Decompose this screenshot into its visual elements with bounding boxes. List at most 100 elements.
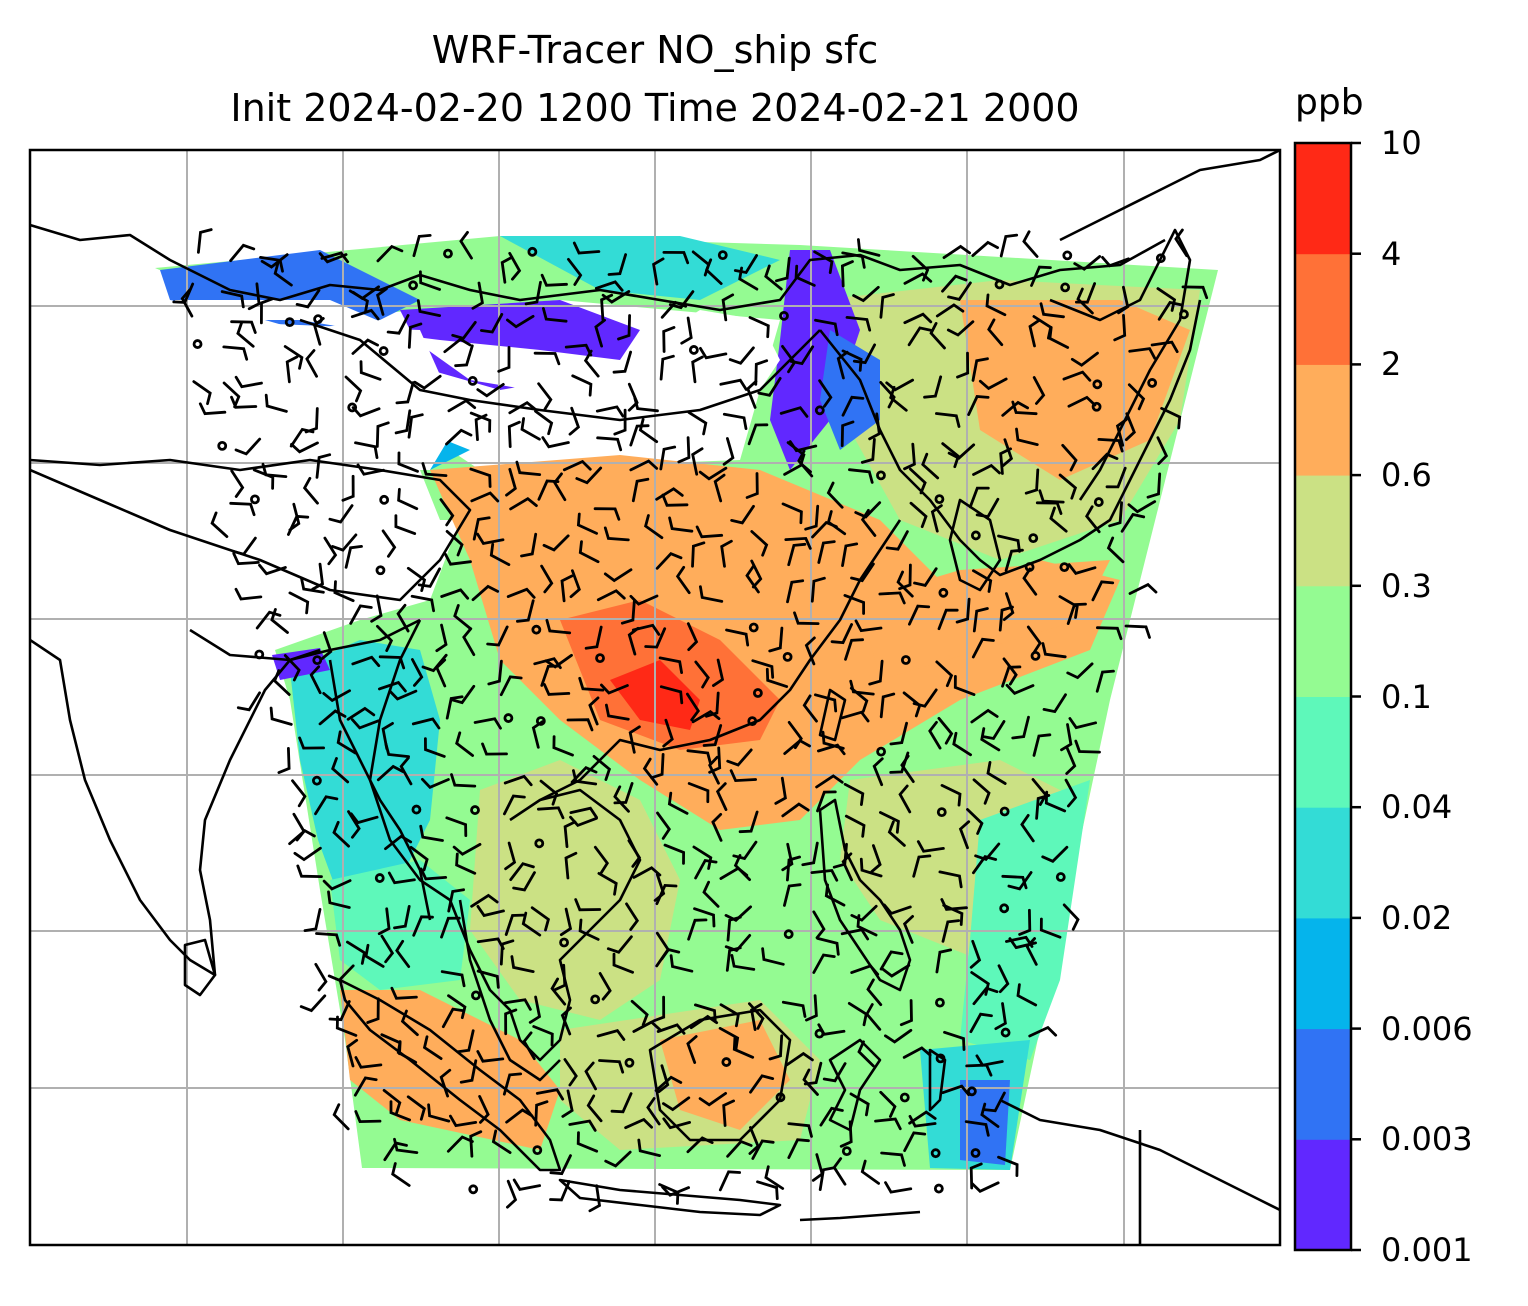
wind-barb — [725, 628, 750, 647]
wind-barb — [943, 1030, 966, 1051]
wind-barb — [290, 441, 319, 454]
wind-barb — [768, 1034, 784, 1061]
wind-barb — [504, 913, 525, 936]
calm-wind-marker — [994, 279, 1005, 290]
wind-barb — [883, 903, 912, 916]
wind-barb — [629, 459, 659, 472]
wind-barb — [1074, 739, 1101, 754]
wind-barb — [1065, 746, 1077, 775]
wind-barb — [512, 1178, 541, 1191]
calm-wind-marker — [1000, 1027, 1011, 1038]
wind-barb — [1085, 505, 1101, 534]
wind-barb — [868, 659, 884, 686]
wind-barb — [1106, 536, 1125, 564]
wind-barb — [452, 843, 482, 856]
wind-barb — [879, 381, 896, 409]
wind-barb — [376, 764, 405, 782]
wind-barb — [852, 285, 880, 303]
wind-barb — [606, 935, 633, 954]
wind-barb — [566, 718, 594, 732]
wind-barb — [480, 313, 504, 334]
wind-barb — [804, 504, 820, 531]
wind-barb — [311, 562, 325, 591]
wind-barb — [972, 463, 1001, 476]
calm-wind-marker — [688, 345, 699, 355]
wind-barb — [354, 441, 379, 459]
wind-barb — [613, 785, 630, 813]
wind-barb — [1113, 314, 1127, 342]
calm-wind-marker — [503, 713, 514, 723]
wind-barb — [378, 680, 407, 693]
wind-barb — [459, 1059, 478, 1084]
wind-barb — [775, 256, 791, 283]
colorbar-tick-label: 0.6 — [1381, 456, 1432, 495]
colorbar-segment — [1295, 475, 1351, 587]
wind-barb — [192, 380, 212, 406]
java — [558, 1178, 782, 1217]
new-guinea-edge-field — [960, 1080, 1010, 1165]
wind-barb — [1001, 665, 1022, 688]
wind-barb — [860, 508, 877, 537]
wind-barb — [757, 377, 782, 397]
wind-barb — [749, 1074, 775, 1094]
wind-barb — [470, 491, 500, 503]
wind-barb — [229, 501, 256, 517]
wind-barb — [786, 855, 801, 882]
wind-barb — [1062, 903, 1080, 931]
wind-barb — [941, 919, 961, 943]
wind-barb — [567, 257, 583, 286]
wind-barb — [938, 870, 963, 889]
wind-barb — [815, 774, 844, 789]
calm-wind-marker — [624, 1057, 635, 1068]
wind-barb — [549, 1180, 571, 1202]
wind-barb — [576, 1131, 599, 1153]
wind-barb — [964, 1120, 990, 1137]
wind-barb — [542, 534, 570, 552]
wind-barb — [661, 1185, 690, 1197]
wind-barb — [738, 810, 759, 834]
wind-barb — [898, 784, 912, 814]
wind-barb — [725, 946, 742, 972]
wind-barb — [857, 238, 881, 257]
wind-barb — [852, 343, 876, 365]
wind-barb — [971, 240, 999, 257]
wind-barb — [848, 468, 874, 484]
mongolia-border — [299, 318, 821, 422]
wind-barb — [788, 440, 818, 453]
wind-barb — [1032, 733, 1052, 757]
wind-barb — [503, 794, 526, 816]
wind-barb — [781, 1000, 807, 1018]
wind-barb — [841, 349, 863, 372]
wind-barb — [903, 1131, 927, 1152]
wind-barb — [789, 345, 815, 366]
wind-barb — [520, 532, 538, 558]
wind-barb — [396, 603, 410, 633]
wind-barb — [471, 281, 484, 310]
wind-barb — [629, 424, 650, 447]
wind-barb — [952, 731, 972, 757]
wind-barb — [691, 355, 704, 384]
wind-barb — [1024, 468, 1040, 495]
calm-wind-marker — [1091, 401, 1102, 412]
wind-barb — [497, 346, 511, 373]
mongolia-edge-field — [160, 250, 420, 330]
wind-barb — [270, 608, 289, 634]
wind-barb — [1174, 228, 1189, 258]
wind-barb — [903, 272, 933, 285]
calm-wind-marker — [284, 317, 295, 328]
wind-barb — [971, 357, 989, 382]
wind-barb — [412, 234, 432, 258]
calm-wind-marker — [1147, 378, 1158, 388]
wind-barb — [969, 939, 982, 969]
wind-barb — [821, 730, 845, 750]
wind-barb — [935, 303, 965, 318]
calm-wind-marker — [999, 903, 1010, 914]
wind-barb — [510, 955, 535, 973]
wind-barb — [394, 409, 412, 435]
wind-barb — [768, 626, 784, 653]
wind-barb — [860, 438, 876, 464]
wind-barb — [516, 599, 535, 623]
wind-barb — [620, 598, 636, 625]
wind-barb — [1005, 683, 1035, 695]
wind-barb — [346, 1038, 359, 1068]
